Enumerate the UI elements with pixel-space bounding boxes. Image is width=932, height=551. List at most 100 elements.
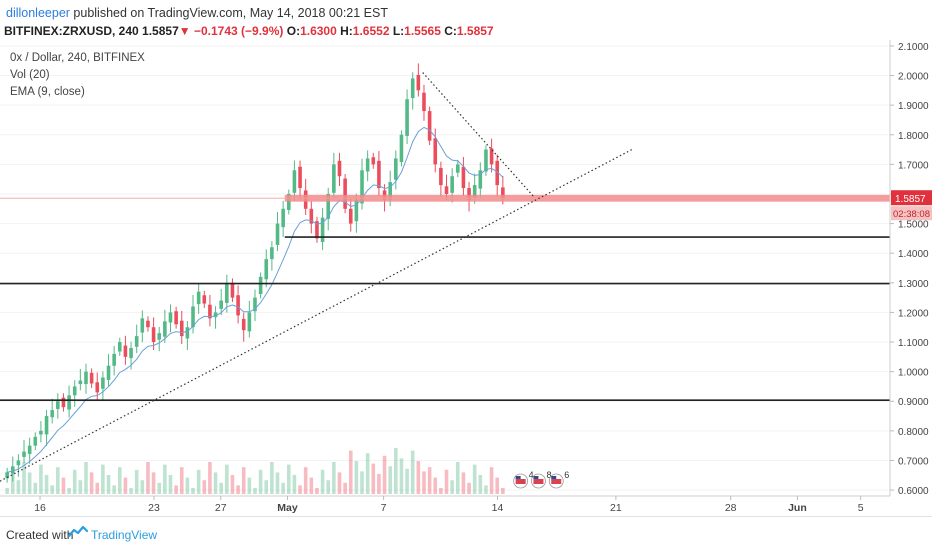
candle-body bbox=[281, 208, 285, 228]
volume-bar bbox=[405, 468, 409, 494]
volume-bar bbox=[33, 482, 38, 494]
x-tick-label: 21 bbox=[610, 502, 622, 514]
volume-bar bbox=[247, 477, 252, 494]
volume-bar bbox=[219, 482, 223, 494]
candle-body bbox=[320, 217, 325, 242]
high-label: H: bbox=[340, 24, 353, 38]
volume-bar bbox=[253, 488, 257, 494]
legend-ema[interactable]: EMA (9, close) bbox=[10, 86, 85, 98]
volume-bar bbox=[16, 480, 21, 494]
volume-bar bbox=[174, 485, 178, 494]
volume-bar bbox=[343, 482, 347, 494]
candle-body bbox=[44, 416, 49, 435]
candle-body bbox=[95, 382, 100, 393]
candle-body bbox=[22, 451, 26, 457]
volume-bar bbox=[39, 464, 43, 494]
price-axis[interactable]: 2.10002.00001.90001.80001.70001.60001.50… bbox=[890, 42, 929, 497]
event-count: 6 bbox=[564, 470, 569, 480]
open-label: O: bbox=[286, 24, 301, 38]
candle-body bbox=[129, 347, 133, 359]
candle-body bbox=[140, 318, 145, 333]
volume-bar bbox=[95, 482, 100, 494]
volume-bar bbox=[78, 480, 83, 494]
volume-bar bbox=[56, 467, 60, 494]
volume-bar bbox=[270, 462, 274, 494]
volume-bar bbox=[472, 464, 477, 494]
volume-bar bbox=[191, 488, 195, 494]
volume-bar bbox=[264, 480, 269, 494]
candle-body bbox=[213, 312, 218, 318]
candle-body bbox=[472, 185, 477, 198]
candle-body bbox=[253, 297, 257, 312]
price-change: −0.1743 (−9.9%) bbox=[193, 24, 284, 38]
candle-body bbox=[343, 178, 347, 209]
candle-body bbox=[202, 295, 207, 304]
volume-bar bbox=[22, 462, 26, 494]
volume-bar bbox=[151, 472, 156, 494]
candle-body bbox=[478, 170, 483, 189]
open-value: 1.6300 bbox=[300, 24, 337, 38]
y-tick-label: 1.8000 bbox=[898, 131, 929, 142]
candle-body bbox=[174, 311, 178, 325]
ema-path bbox=[6, 126, 504, 473]
candle-body bbox=[67, 395, 71, 410]
candle-body bbox=[168, 312, 173, 323]
candle-body bbox=[208, 304, 212, 319]
x-tick-label: 7 bbox=[381, 502, 387, 514]
price-chart[interactable]: 486 2.10002.00001.90001.80001.70001.6000… bbox=[0, 40, 932, 516]
candle-body bbox=[89, 372, 94, 384]
volume-bar bbox=[27, 472, 32, 494]
candle-body bbox=[348, 208, 353, 224]
volume-bar bbox=[140, 480, 145, 494]
time-axis[interactable]: 16 23 27 May 7 14 21 28 Jun 5 bbox=[34, 496, 864, 514]
candle-body bbox=[427, 111, 432, 141]
volume-bar bbox=[163, 464, 167, 494]
candle-body bbox=[236, 295, 240, 316]
author-link[interactable]: dillonleeper bbox=[6, 6, 70, 20]
candle-body bbox=[123, 345, 128, 357]
volume-bar bbox=[461, 472, 466, 494]
candle-body bbox=[444, 186, 449, 194]
candle-body bbox=[309, 208, 314, 224]
candle-body bbox=[489, 148, 494, 165]
candle-body bbox=[292, 170, 297, 193]
candle-body bbox=[360, 170, 364, 204]
volume-bar bbox=[61, 477, 66, 494]
candle-body bbox=[134, 336, 139, 347]
candle-body bbox=[10, 466, 15, 474]
candle-body bbox=[101, 377, 105, 389]
volume-bar bbox=[484, 485, 488, 494]
x-tick-label: 14 bbox=[492, 502, 504, 514]
event-count: 8 bbox=[546, 470, 551, 480]
candle-body bbox=[157, 333, 162, 340]
volume-bar bbox=[230, 475, 235, 494]
volume-bar bbox=[348, 450, 353, 494]
legend-title[interactable]: 0x / Dollar, 240, BITFINEX bbox=[10, 52, 145, 64]
volume-bar bbox=[444, 469, 449, 494]
volume-bar bbox=[134, 469, 139, 494]
y-tick-label: 2.0000 bbox=[898, 72, 929, 83]
low-label: L: bbox=[392, 24, 405, 38]
last-price-tag bbox=[891, 190, 932, 206]
candle-body bbox=[410, 78, 415, 99]
countdown-text: 02:38:08 bbox=[893, 209, 930, 220]
candle-body bbox=[326, 193, 331, 219]
symbol-name[interactable]: BITFINEX:ZRXUSD, 240 bbox=[4, 24, 139, 38]
countdown-tag bbox=[891, 206, 932, 221]
x-tick-label: 23 bbox=[148, 502, 160, 514]
y-tick-label: 1.2000 bbox=[898, 308, 929, 319]
candle-body bbox=[56, 401, 60, 409]
x-tick-label: 28 bbox=[725, 502, 737, 514]
tradingview-brand[interactable]: TradingView bbox=[91, 528, 158, 542]
legend-volume[interactable]: Vol (20) bbox=[10, 69, 50, 81]
volume-bar bbox=[196, 469, 201, 494]
volume-bar bbox=[67, 488, 71, 494]
volume-bar bbox=[129, 488, 133, 494]
volume-bar bbox=[72, 469, 77, 494]
volume-bar bbox=[433, 477, 438, 494]
plot-area[interactable] bbox=[0, 40, 890, 496]
candle-body bbox=[39, 430, 43, 435]
candle-body bbox=[258, 276, 263, 295]
drawings bbox=[0, 72, 890, 482]
volume-bar bbox=[146, 462, 150, 494]
